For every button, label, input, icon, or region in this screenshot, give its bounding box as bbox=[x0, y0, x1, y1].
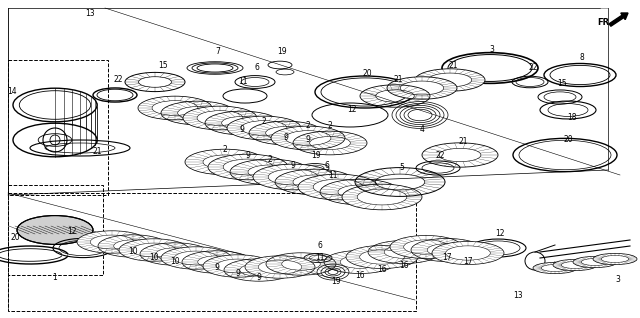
Text: 9: 9 bbox=[291, 161, 296, 169]
Text: 8: 8 bbox=[580, 53, 584, 63]
Text: 21: 21 bbox=[448, 61, 458, 71]
Text: 10: 10 bbox=[149, 253, 159, 262]
Text: 18: 18 bbox=[567, 114, 577, 122]
Text: 16: 16 bbox=[399, 260, 409, 269]
Ellipse shape bbox=[253, 164, 333, 190]
Text: 21: 21 bbox=[458, 137, 468, 147]
Text: 15: 15 bbox=[557, 79, 567, 87]
Text: 16: 16 bbox=[377, 266, 387, 274]
FancyArrow shape bbox=[609, 13, 628, 26]
Text: 22: 22 bbox=[435, 150, 445, 160]
Text: 5: 5 bbox=[399, 163, 404, 172]
Text: 9: 9 bbox=[239, 126, 244, 135]
Text: 2: 2 bbox=[223, 146, 227, 155]
Text: 7: 7 bbox=[216, 47, 220, 57]
Text: 10: 10 bbox=[128, 247, 138, 257]
Ellipse shape bbox=[533, 262, 577, 273]
Text: 9: 9 bbox=[214, 264, 220, 273]
Bar bbox=[8, 185, 103, 275]
Text: 11: 11 bbox=[328, 171, 338, 181]
Ellipse shape bbox=[553, 259, 597, 271]
Text: 2: 2 bbox=[306, 121, 310, 130]
Text: 20: 20 bbox=[362, 68, 372, 78]
Text: 17: 17 bbox=[442, 253, 452, 262]
Text: 3: 3 bbox=[490, 45, 495, 54]
Text: 3: 3 bbox=[616, 275, 620, 285]
Ellipse shape bbox=[593, 253, 637, 265]
Ellipse shape bbox=[138, 96, 212, 120]
Text: 1: 1 bbox=[52, 273, 58, 282]
Text: 20: 20 bbox=[563, 135, 573, 144]
Ellipse shape bbox=[387, 77, 457, 99]
Ellipse shape bbox=[203, 255, 273, 277]
Ellipse shape bbox=[432, 241, 504, 265]
Ellipse shape bbox=[298, 174, 378, 200]
Text: 13: 13 bbox=[85, 10, 95, 18]
Ellipse shape bbox=[77, 231, 147, 253]
Ellipse shape bbox=[161, 247, 231, 269]
Ellipse shape bbox=[390, 236, 462, 259]
Text: 9: 9 bbox=[257, 273, 261, 282]
Text: 9: 9 bbox=[284, 134, 289, 142]
Text: FR.: FR. bbox=[597, 18, 612, 27]
Ellipse shape bbox=[271, 126, 345, 150]
Text: 14: 14 bbox=[7, 87, 17, 96]
Text: 19: 19 bbox=[331, 278, 341, 287]
Text: 12: 12 bbox=[348, 106, 356, 114]
Text: 20: 20 bbox=[10, 233, 20, 243]
Bar bbox=[8, 193, 416, 311]
Text: 6: 6 bbox=[317, 240, 323, 250]
Text: 11: 11 bbox=[316, 253, 324, 262]
Ellipse shape bbox=[227, 116, 301, 140]
Text: 9: 9 bbox=[246, 150, 250, 160]
Text: 16: 16 bbox=[355, 271, 365, 280]
Text: 2: 2 bbox=[268, 156, 273, 164]
Ellipse shape bbox=[346, 245, 418, 268]
Ellipse shape bbox=[342, 184, 422, 210]
Text: 21: 21 bbox=[92, 148, 102, 156]
Text: 9: 9 bbox=[236, 268, 241, 278]
Text: 13: 13 bbox=[513, 291, 523, 300]
Text: 4: 4 bbox=[420, 126, 424, 135]
Text: 10: 10 bbox=[170, 258, 180, 266]
Ellipse shape bbox=[415, 69, 485, 91]
Text: 19: 19 bbox=[277, 47, 287, 57]
Text: 6: 6 bbox=[255, 64, 259, 73]
Text: 6: 6 bbox=[324, 161, 330, 169]
Text: 12: 12 bbox=[67, 227, 77, 237]
Text: 12: 12 bbox=[495, 230, 505, 238]
Text: 9: 9 bbox=[305, 135, 310, 144]
Ellipse shape bbox=[245, 256, 315, 278]
Ellipse shape bbox=[573, 256, 617, 268]
Text: 22: 22 bbox=[113, 75, 123, 85]
Ellipse shape bbox=[17, 216, 93, 245]
Text: 17: 17 bbox=[463, 258, 473, 266]
Text: 2: 2 bbox=[262, 117, 266, 127]
Ellipse shape bbox=[208, 154, 288, 180]
Text: 19: 19 bbox=[311, 150, 321, 160]
Text: 21: 21 bbox=[393, 75, 403, 85]
Text: 15: 15 bbox=[158, 61, 168, 71]
Text: 2: 2 bbox=[328, 121, 332, 130]
Ellipse shape bbox=[183, 106, 257, 130]
Ellipse shape bbox=[119, 239, 189, 261]
Text: 22: 22 bbox=[528, 64, 538, 73]
Text: 11: 11 bbox=[238, 78, 248, 86]
Bar bbox=[8, 60, 108, 195]
